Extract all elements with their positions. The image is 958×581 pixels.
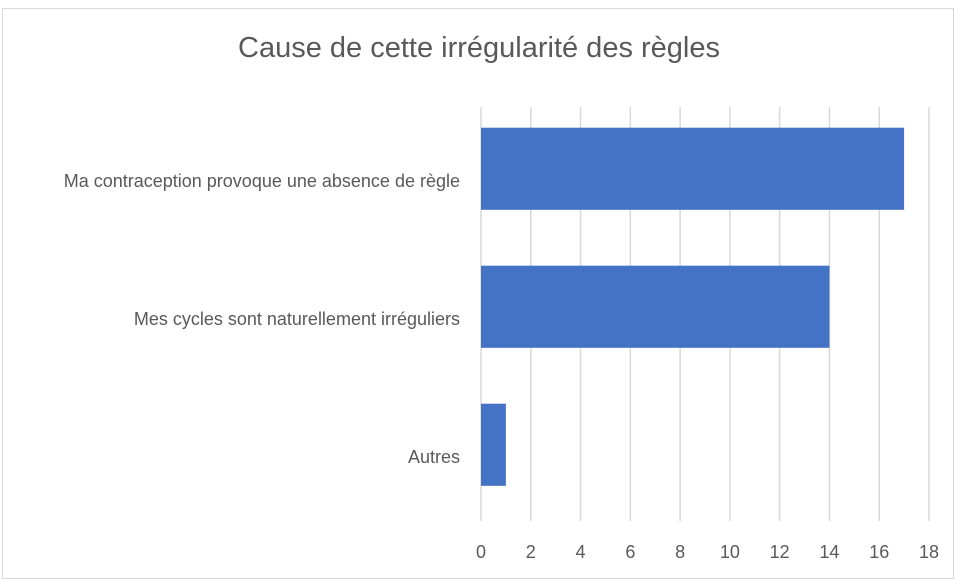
y-tick-label: Autres	[407, 446, 460, 467]
x-tick-label: 14	[819, 542, 839, 562]
x-tick-label: 16	[869, 542, 889, 562]
y-tick-label-box: Ma contraception provoque une absence de…	[20, 151, 460, 211]
chart-title: Cause de cette irrégularité des règles	[238, 32, 720, 64]
x-tick-label: 0	[476, 542, 486, 562]
x-tick-label: 4	[576, 542, 586, 562]
x-tick-label: 6	[625, 542, 635, 562]
bar	[481, 403, 506, 486]
x-tick-label: 12	[770, 542, 790, 562]
x-tick-label: 2	[526, 542, 536, 562]
x-tick-label: 18	[919, 542, 939, 562]
y-tick-label: Ma contraception provoque une absence de…	[63, 170, 460, 191]
y-tick-label: Mes cycles sont naturellement irrégulier…	[133, 308, 460, 329]
bar	[481, 127, 905, 210]
y-tick-label-box: Mes cycles sont naturellement irrégulier…	[20, 289, 460, 349]
x-tick-label: 10	[720, 542, 740, 562]
x-tick-label: 8	[675, 542, 685, 562]
y-tick-label-box: Autres	[20, 427, 460, 487]
chart-border	[2, 8, 954, 579]
bar	[481, 265, 830, 348]
